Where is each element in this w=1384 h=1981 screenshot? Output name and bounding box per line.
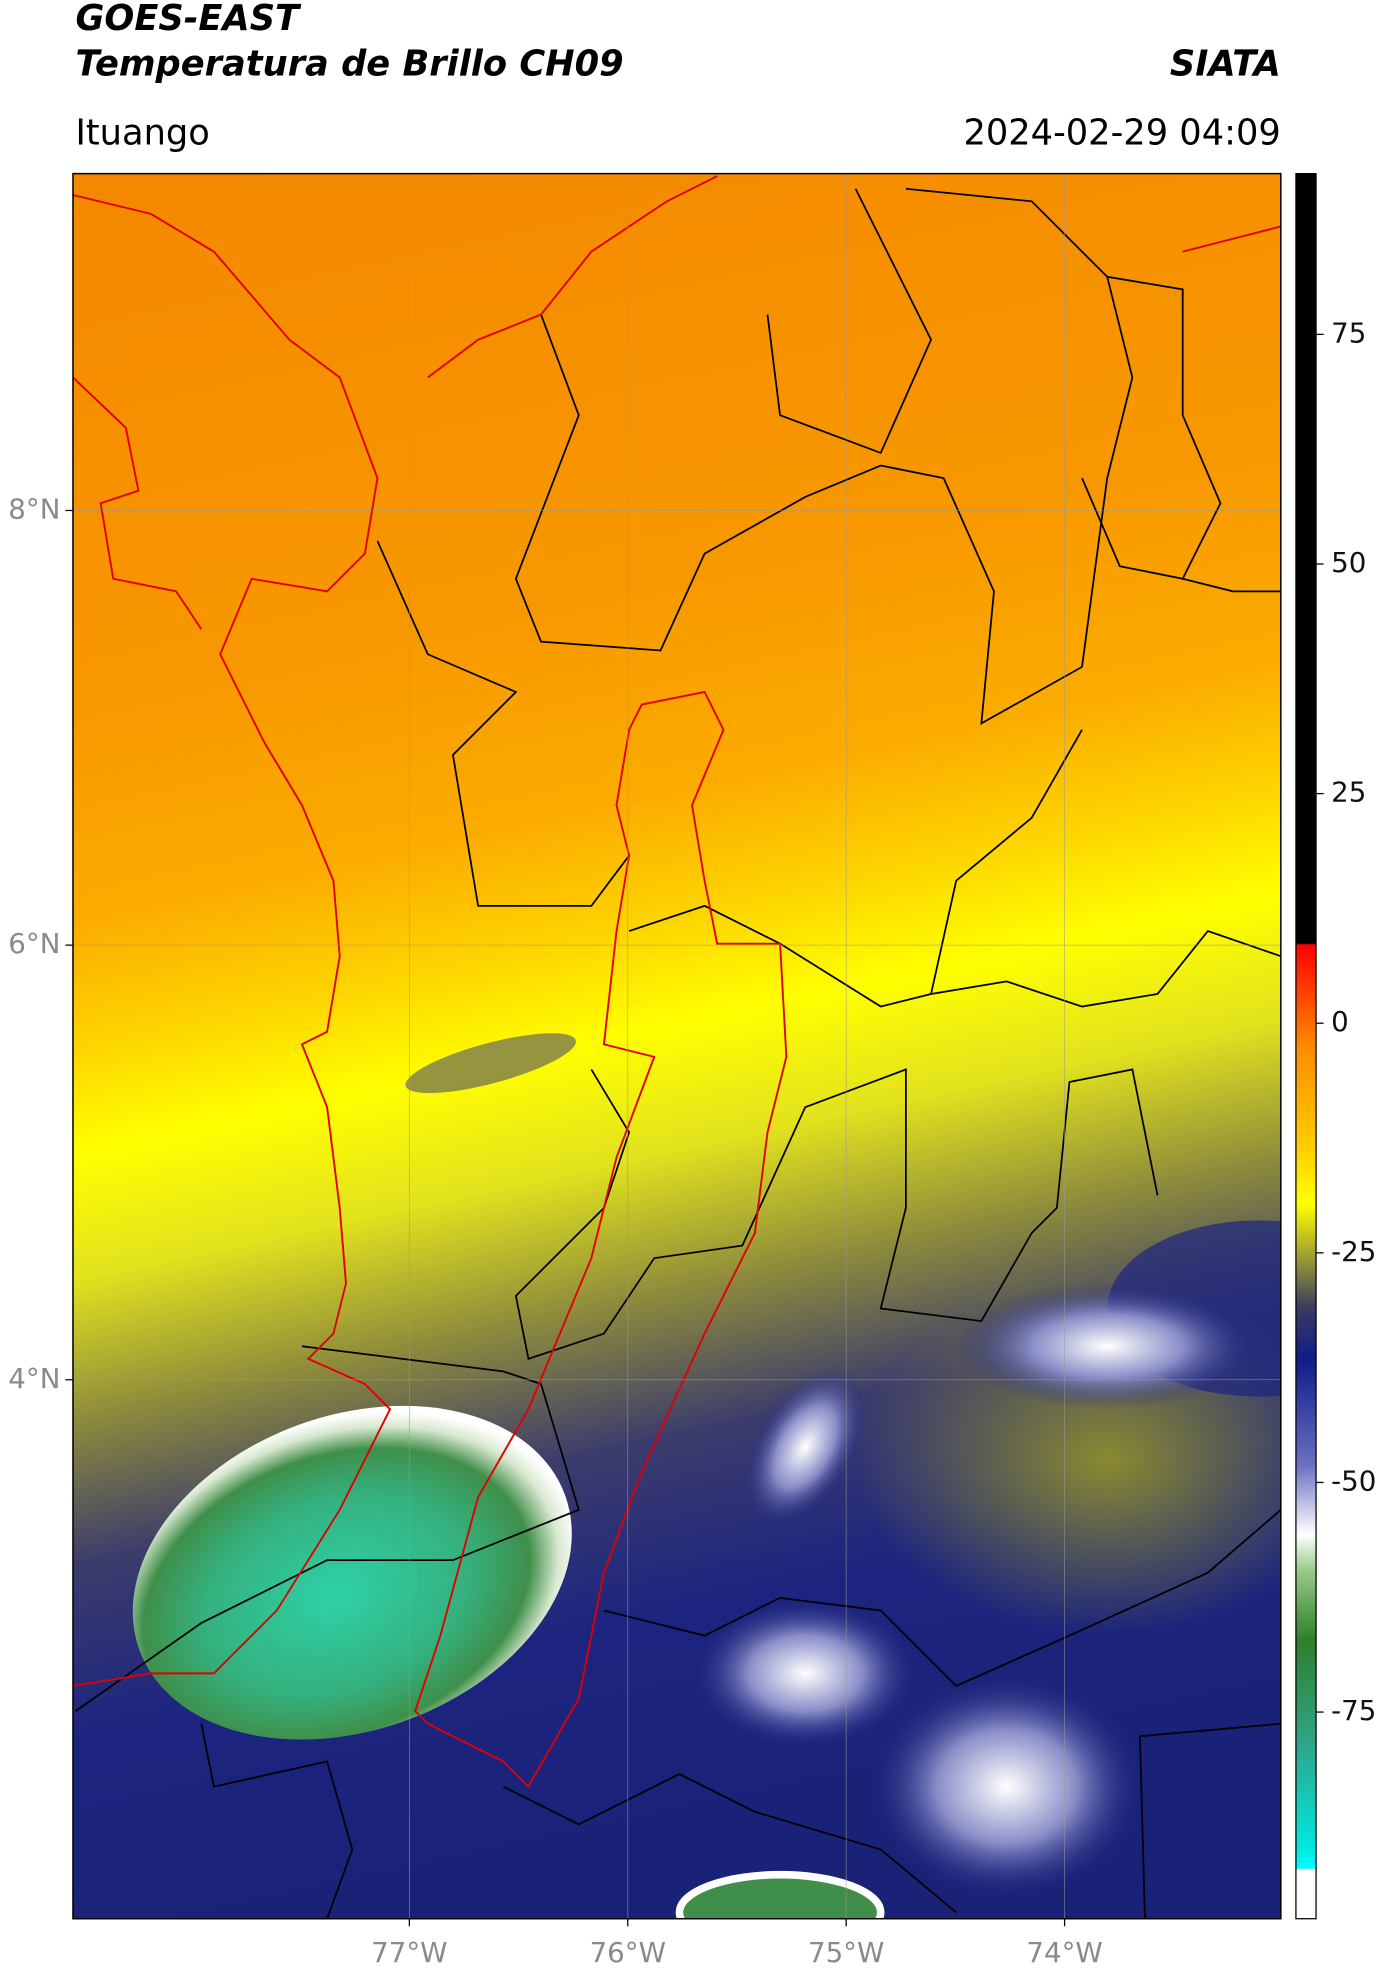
x-tick-label: 74°W: [1026, 1936, 1102, 1969]
colorbar-tick-label: -50: [1331, 1464, 1376, 1497]
coast: [72, 376, 203, 630]
colorbar-tick-label: -75: [1331, 1694, 1376, 1727]
border: [930, 729, 1083, 995]
x-tick-label: 75°W: [808, 1936, 884, 1969]
border: [514, 187, 1134, 726]
map-frame: [72, 172, 1282, 1920]
border: [200, 1723, 354, 1919]
cloud-patch: [868, 1673, 1145, 1900]
colorbar: [1295, 172, 1317, 1920]
coastline: [72, 175, 1281, 1789]
brand: SIATA: [1170, 43, 1281, 84]
cloud-patch: [692, 1597, 919, 1749]
grid: [72, 173, 1281, 1919]
cloud-patch: [956, 1283, 1259, 1410]
colorbar-tick-label: 0: [1331, 1005, 1349, 1038]
ituango-region: [414, 690, 788, 1789]
y-tick-label: 6°N: [8, 927, 60, 960]
border: [74, 1345, 580, 1712]
border: [1081, 275, 1281, 593]
x-tick-label: 76°W: [590, 1936, 666, 1969]
colorbar-tick-label: 25: [1331, 776, 1366, 809]
cold-cloud: [132, 1405, 572, 1740]
y-tick-label: 8°N: [8, 492, 60, 525]
coast: [72, 194, 392, 1687]
border: [628, 904, 1281, 1008]
borders: [74, 187, 1281, 1919]
y-tick-label: 4°N: [8, 1362, 60, 1395]
border: [376, 540, 630, 907]
map-image: [72, 173, 1281, 1919]
title: GOES-EAST: [75, 0, 302, 39]
subtitle: Temperatura de Brillo CH09: [75, 43, 623, 84]
colorbar-tick-label: 50: [1331, 546, 1366, 579]
datetime: 2024-02-29 04:09: [963, 113, 1280, 154]
border: [1139, 1722, 1281, 1919]
cloud-patch: [743, 1366, 868, 1528]
border: [603, 1509, 1281, 1688]
cloud-patch: [405, 1033, 576, 1094]
colorbar-tick-label: -25: [1331, 1235, 1376, 1268]
border: [766, 188, 933, 455]
x-tick-label: 77°W: [371, 1936, 447, 1969]
location: Ituango: [75, 113, 209, 154]
cloud-patch: [675, 1870, 885, 1919]
colorbar-tick-label: 75: [1331, 316, 1366, 349]
border: [514, 1068, 1159, 1360]
border: [502, 1773, 957, 1914]
coast: [427, 175, 1281, 379]
